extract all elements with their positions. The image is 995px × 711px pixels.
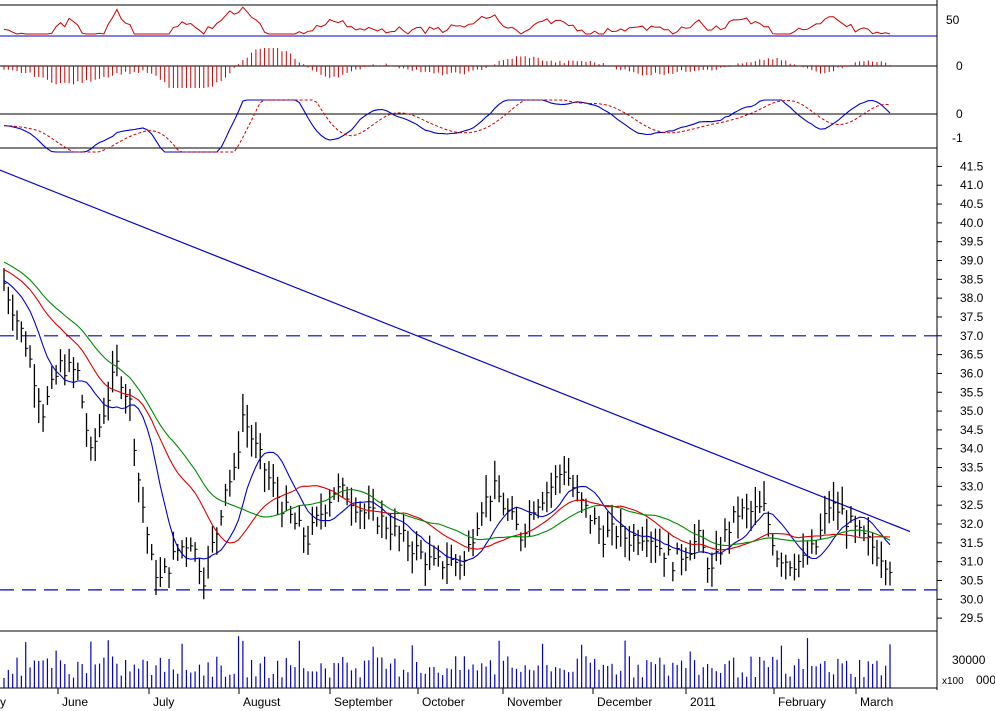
price-axis: 41.5 41.0 40.5 40.0 39.5 39.0 38.5 38.0 37.5 37.0…: [937, 159, 984, 625]
trend-line: [0, 169, 911, 533]
price-tick-label: 32.0: [960, 517, 984, 531]
month-label: August: [243, 695, 281, 709]
price-tick-label: 29.5: [960, 611, 984, 625]
month-label: November: [507, 695, 562, 709]
rsi-panel: [3, 6, 891, 35]
price-tick-label: 39.0: [960, 254, 984, 268]
macd-signal-line: [3, 99, 891, 153]
price-tick-label: 39.5: [960, 235, 984, 249]
price-tick-label: 38.0: [960, 291, 984, 305]
macd-tick-0: 0: [956, 107, 963, 121]
macd-histogram-panel: [3, 48, 891, 88]
price-tick-label: 32.5: [960, 498, 984, 512]
month-label: September: [334, 695, 393, 709]
volume-multiplier-label: x100: [942, 676, 964, 687]
macd-tick-minus1: -1: [952, 131, 963, 145]
month-label-partial: y: [0, 695, 6, 709]
price-tick-label: 33.0: [960, 479, 984, 493]
price-tick-label: 37.0: [960, 329, 984, 343]
ma-long-line: [3, 261, 891, 547]
month-label: February: [778, 695, 826, 709]
ma-short-line: [3, 280, 891, 563]
month-label: July: [153, 695, 174, 709]
price-tick-label: 31.5: [960, 536, 984, 550]
volume-tick-30000: 30000: [952, 653, 986, 667]
month-label: March: [860, 695, 893, 709]
price-tick-label: 30.0: [960, 592, 984, 606]
price-tick-label: 34.0: [960, 442, 984, 456]
price-tick-label: 30.5: [960, 573, 984, 587]
price-tick-label: 38.5: [960, 272, 984, 286]
month-axis: y June July August September October November…: [0, 688, 893, 709]
rsi-tick-50: 50: [946, 13, 960, 27]
volume-partial-label: 000: [976, 673, 995, 687]
macd-panel: [3, 99, 891, 153]
macd-hist-tick-0: 0: [956, 59, 963, 73]
month-label: 2011: [690, 695, 716, 709]
volume-axis: 30000 x100 000: [942, 653, 995, 687]
price-tick-label: 37.5: [960, 310, 984, 324]
month-label: June: [62, 695, 88, 709]
price-tick-label: 41.0: [960, 178, 984, 192]
price-tick-label: 40.0: [960, 216, 984, 230]
price-tick-label: 40.5: [960, 197, 984, 211]
month-label: December: [597, 695, 652, 709]
price-tick-label: 41.5: [960, 159, 984, 173]
price-tick-label: 35.0: [960, 404, 984, 418]
rsi-axis: 50 0 0 -1: [946, 13, 963, 145]
volume-panel: [3, 636, 891, 688]
price-tick-label: 34.5: [960, 423, 984, 437]
price-panel: [0, 169, 937, 600]
month-label: October: [422, 695, 465, 709]
rsi-line: [3, 6, 891, 35]
price-tick-label: 36.0: [960, 366, 984, 380]
macd-line: [3, 99, 891, 153]
ma-medium-line: [3, 269, 891, 551]
price-tick-label: 33.5: [960, 461, 984, 475]
price-tick-label: 35.5: [960, 385, 984, 399]
price-tick-label: 31.0: [960, 555, 984, 569]
price-tick-label: 36.5: [960, 348, 984, 362]
